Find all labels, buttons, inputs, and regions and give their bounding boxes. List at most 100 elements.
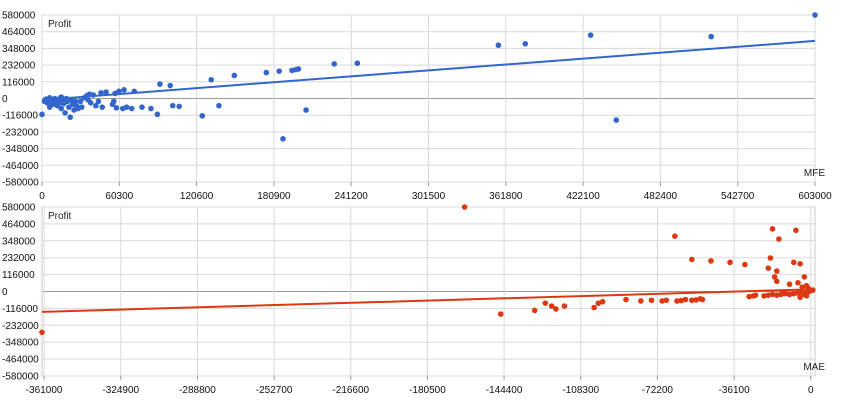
chart2-y-tick-label: -348000	[2, 338, 39, 349]
chart2-point	[689, 297, 695, 304]
chart1-point	[812, 12, 818, 18]
chart1-point	[123, 104, 130, 110]
chart2-y-tick-label: 0	[2, 287, 8, 298]
chart2-point	[810, 287, 816, 293]
chart2-point	[765, 292, 772, 298]
chart2-point	[780, 289, 786, 296]
chart1-y-tick-label: -116000	[2, 111, 38, 122]
chart1-point	[167, 82, 173, 89]
chart2-x-tick-label: -361000	[26, 385, 63, 396]
chart1-point	[95, 98, 102, 105]
chart2-point	[805, 285, 812, 292]
chart1-point	[67, 114, 74, 121]
chart1-x-tick-label: 603000	[798, 191, 832, 202]
chart2-point	[801, 274, 808, 280]
chart1-y-tick-label: 0	[2, 94, 8, 105]
chart1-point	[98, 89, 104, 96]
chart2-x-tick-label: -72200	[642, 385, 674, 396]
chart2-point	[776, 236, 782, 242]
chart2-point	[773, 268, 780, 274]
chart2-y-tick-label: -232000	[2, 321, 39, 332]
chart1-point	[613, 117, 620, 123]
chart1-x-tick-label: 0	[39, 191, 45, 202]
chart1-point	[46, 104, 53, 110]
chart2-x-tick-label: -180500	[409, 385, 446, 396]
chart2-point	[678, 297, 685, 304]
chart1-point	[90, 92, 97, 98]
chart1-point	[72, 98, 79, 105]
chart1-point	[39, 111, 45, 118]
chart1-point	[354, 60, 361, 67]
chart1-point	[131, 88, 138, 95]
chart2-y-tick-label: 232000	[2, 253, 36, 264]
chart2-point	[674, 298, 680, 304]
chart1-point	[295, 66, 302, 72]
chart2-point	[591, 304, 597, 311]
chart2-point	[765, 265, 772, 271]
chart1-y-tick-label: 464000	[2, 27, 36, 38]
chart2-point	[727, 259, 733, 266]
chart1-y-tick-label: -580000	[2, 178, 39, 189]
chart2-point	[799, 284, 806, 290]
chart1-x-tick-label: 241200	[335, 191, 369, 202]
chart2-y-tick-label: -580000	[2, 372, 39, 383]
chart2-y-tick-label: 348000	[2, 236, 36, 247]
chart1-x-tick-label: 361800	[489, 191, 523, 202]
chart1-point	[280, 136, 286, 142]
chart2-point	[742, 261, 748, 268]
chart1-x-tick-label: 301500	[412, 191, 446, 202]
chart1-point	[66, 104, 72, 110]
chart2-point	[790, 259, 797, 266]
chart1-point	[77, 98, 84, 105]
chart1-point	[121, 87, 127, 93]
chart1-point	[708, 33, 714, 40]
chart2-point	[497, 311, 504, 317]
chart2-x-tick-label: -144400	[486, 385, 523, 396]
chart1-y-tick-label: 116000	[2, 77, 35, 88]
chart1-x-tick-label: 180900	[257, 191, 291, 202]
chart1-point	[208, 76, 215, 83]
chart1-point	[216, 102, 222, 109]
chart1-y-axis-title: Profit	[48, 19, 72, 30]
chart1-point	[62, 110, 68, 116]
chart2-point	[767, 255, 774, 261]
chart1-point	[154, 111, 161, 118]
chart1-point	[169, 102, 176, 109]
chart2-x-tick-label: -324900	[102, 385, 139, 396]
chart2-point	[797, 261, 803, 267]
chart2-point	[672, 233, 678, 239]
chart1-x-tick-label: 542700	[721, 191, 755, 202]
chart2-y-tick-label: -116000	[2, 304, 38, 315]
chart2-point	[746, 293, 752, 300]
chart2-point	[761, 293, 767, 299]
chart1-point	[139, 104, 145, 110]
chart2-point	[693, 297, 699, 303]
chart2-point	[599, 298, 606, 305]
chart2-point	[786, 281, 793, 288]
chart1-y-tick-label: 580000	[2, 11, 36, 22]
chart2-point	[659, 298, 665, 304]
chart1-x-axis-title: MFE	[804, 168, 825, 179]
chart2-x-tick-label: -36100	[719, 385, 751, 396]
chart2-point	[663, 297, 670, 304]
chart2-point	[689, 256, 695, 263]
chart2-point	[548, 303, 555, 309]
chart2-point	[623, 296, 629, 303]
chart1-trendline	[41, 39, 816, 101]
chart1-y-tick-label: -232000	[2, 127, 39, 138]
chart1-point	[87, 100, 94, 106]
chart2-x-tick-label: -252700	[256, 385, 293, 396]
chart1-point	[331, 61, 338, 67]
chart2-point	[795, 279, 801, 286]
chart1-point	[113, 105, 120, 111]
chart2-y-tick-label: -464000	[2, 355, 39, 366]
chart2-point	[553, 306, 559, 312]
chart2-point	[786, 291, 793, 298]
chart2-y-axis-title: Profit	[48, 211, 72, 222]
chart2-point	[682, 296, 689, 303]
chart1-x-tick-label: 60300	[105, 191, 133, 202]
chart2-point	[773, 292, 780, 298]
chart1-point	[231, 72, 238, 79]
chart2-x-tick-label: -288800	[179, 385, 216, 396]
